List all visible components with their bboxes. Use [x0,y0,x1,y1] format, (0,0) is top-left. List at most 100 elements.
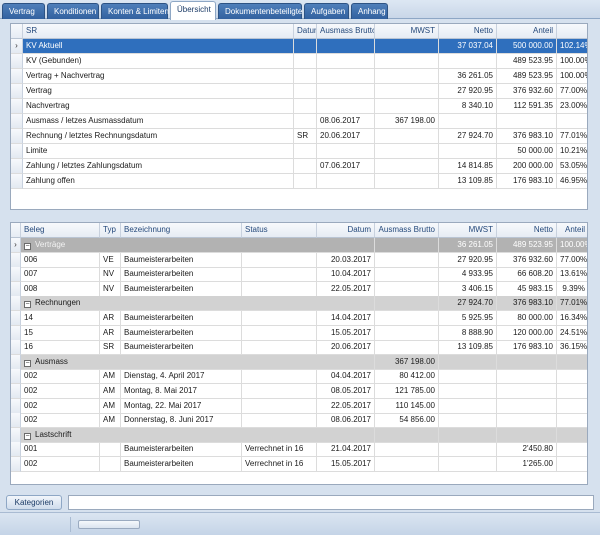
summary-col-ausmass[interactable]: MWST [375,24,439,39]
row-indicator[interactable] [11,54,23,69]
row-indicator[interactable] [11,252,21,268]
summary-cell-label: KV Aktuell [23,39,294,54]
detail-col-bez[interactable]: Bezeichnung [121,223,242,238]
group-row[interactable]: − Rechnungen 27 924.70 376 983.10 77.01% [11,296,587,312]
group-label-text: Lastschrift [35,429,72,439]
tab-3[interactable]: Übersicht [170,1,216,20]
summary-cell-datum [317,39,375,54]
row-indicator[interactable] [11,457,21,472]
row-indicator[interactable] [11,354,21,370]
summary-row[interactable]: Vertrag 27 920.95 376 932.60 77.00% [11,84,587,99]
table-row[interactable]: 14 AR Baumeisterarbeiten 14.04.2017 5 925.95… [11,311,587,326]
group-row[interactable]: − Lastschrift [11,427,587,443]
current-row-arrow-icon: › [15,41,18,50]
kategorien-field[interactable] [68,495,594,510]
row-indicator[interactable] [11,114,23,129]
row-indicator[interactable] [11,427,21,443]
summary-cell-label: Ausmass / letzes Ausmassdatum [23,114,294,129]
collapse-icon[interactable]: − [24,432,31,440]
summary-col-netto[interactable]: Anteil [497,24,557,39]
summary-row[interactable]: Limite 50 000.00 10.21% [11,144,587,159]
table-row[interactable]: 002 AM Dienstag, 4. April 2017 04.04.2017 80… [11,369,587,385]
table-row[interactable]: 002 AM Donnerstag, 8. Juni 2017 08.06.2017 5… [11,413,587,429]
summary-row[interactable]: Rechnung / letztes Rechnungsdatum SR 20.06… [11,129,587,144]
summary-col-label[interactable]: SR [23,24,294,39]
kategorien-button[interactable]: Kategorien [6,495,62,510]
table-row[interactable]: 007 NV Baumeisterarbeiten 10.04.2017 4 933.9… [11,267,587,283]
detail-col-status[interactable]: Status [242,223,317,238]
row-indicator[interactable] [11,99,23,114]
table-row[interactable]: 15 AR Baumeisterarbeiten 15.05.2017 8 888.90… [11,325,587,341]
row-indicator[interactable] [11,340,21,356]
detail-col-typ[interactable]: Typ [100,223,121,238]
detail-col-anteil[interactable]: Anteil [557,223,587,238]
row-indicator[interactable] [11,442,21,458]
table-row[interactable]: 001 Baumeisterarbeiten Verrechnet in 16 21.… [11,442,587,458]
row-indicator[interactable] [11,267,21,283]
tab-2[interactable]: Konten & Limiten [101,3,169,19]
detail-col-mwst[interactable]: MWST [439,223,497,238]
row-indicator[interactable] [11,174,23,189]
row-indicator[interactable] [11,398,21,414]
tab-5[interactable]: Aufgaben [304,3,349,19]
table-row[interactable]: 16 SR Baumeisterarbeiten 20.06.2017 13 109.8… [11,340,587,356]
row-indicator[interactable] [11,369,21,385]
row-indicator[interactable]: › [11,39,23,54]
row-indicator[interactable]: › [11,238,21,253]
row-indicator[interactable] [11,413,21,429]
summary-cell-netto [497,114,557,129]
detail-col-datum[interactable]: Datum [317,223,375,238]
summary-col-mwst[interactable]: Netto [439,24,497,39]
detail-cell-anteil [557,369,587,385]
detail-cell-beleg: 002 [21,413,100,429]
row-indicator[interactable] [11,325,21,341]
row-indicator[interactable] [11,159,23,174]
detail-col-netto[interactable]: Netto [497,223,557,238]
detail-cell-typ: SR [100,340,121,356]
summary-col-indicator[interactable] [11,24,23,39]
detail-cell-ausmass [375,281,439,297]
tab-4[interactable]: Dokumentenbeteiligte [218,3,302,19]
table-row[interactable]: 006 VE Baumeisterarbeiten 20.03.2017 27 920.… [11,252,587,268]
tab-0[interactable]: Vertrag [2,3,45,19]
table-row[interactable]: 002 AM Montag, 8. Mai 2017 08.05.2017 121 78… [11,384,587,399]
summary-col-anteil[interactable] [557,24,587,39]
row-indicator[interactable] [11,69,23,84]
group-label: − Lastschrift [21,427,375,443]
row-indicator[interactable] [11,144,23,159]
detail-col-beleg[interactable]: Beleg [21,223,100,238]
summary-row[interactable]: Nachvertrag 8 340.10 112 591.35 23.00% [11,99,587,114]
detail-col-indicator[interactable] [11,223,21,238]
row-indicator[interactable] [11,84,23,99]
detail-cell-netto [497,384,557,399]
detail-col-ausmass[interactable]: Ausmass Brutto [375,223,439,238]
summary-cell-ausmass [375,159,439,174]
tab-1[interactable]: Konditionen [47,3,99,19]
summary-col-datum[interactable]: Ausmass Brutto [317,24,375,39]
detail-cell-datum: 15.05.2017 [317,457,375,472]
status-bar [0,512,600,535]
collapse-icon[interactable]: − [24,359,31,367]
row-indicator[interactable] [11,296,21,312]
row-indicator[interactable] [11,129,23,144]
summary-row[interactable]: Zahlung / letztes Zahlungsdatum 07.06.201… [11,159,587,174]
group-row[interactable]: − Ausmass 367 198.00 [11,354,587,370]
table-row[interactable]: 002 Baumeisterarbeiten Verrechnet in 16 15.… [11,457,587,472]
summary-row[interactable]: Zahlung offen 13 109.85 176 983.10 46.95% [11,174,587,189]
summary-cell-anteil [557,114,587,129]
table-row[interactable]: 002 AM Montag, 22. Mai 2017 22.05.2017 110 1… [11,398,587,414]
summary-row[interactable]: Ausmass / letzes Ausmassdatum 08.06.2017 3… [11,114,587,129]
tab-6[interactable]: Anhang [351,3,388,19]
summary-cell-label: Limite [23,144,294,159]
row-indicator[interactable] [11,281,21,297]
collapse-icon[interactable]: − [24,243,31,250]
collapse-icon[interactable]: − [24,301,31,309]
summary-row[interactable]: Vertrag + Nachvertrag 36 261.05 489 523.95… [11,69,587,84]
row-indicator[interactable] [11,311,21,326]
row-indicator[interactable] [11,384,21,399]
table-row[interactable]: 008 NV Baumeisterarbeiten 22.05.2017 3 406.1… [11,281,587,297]
summary-col-sr[interactable]: Datum [294,24,317,39]
